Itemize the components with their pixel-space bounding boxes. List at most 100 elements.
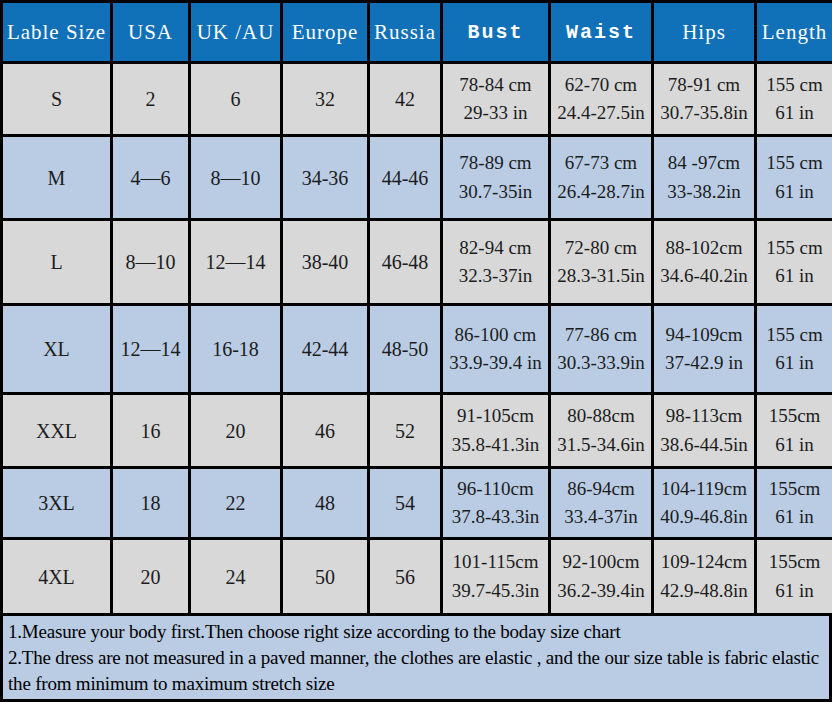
cell-line: 16-18	[191, 334, 280, 364]
table-row-l: L8—1012—1438-4046-4882-94 cm32.3-37in72-…	[2, 220, 832, 305]
cell-line: 40.9-46.8in	[654, 503, 754, 532]
cell-hips: 84 -97cm33-38.2in	[653, 136, 756, 220]
cell-line: 44-46	[370, 163, 440, 193]
cell-line: 24.4-27.5in	[551, 99, 651, 128]
cell-length: 155 cm61 in	[756, 305, 832, 394]
cell-russia: 44-46	[369, 136, 442, 220]
cell-line: 86-94cm	[551, 475, 651, 504]
cell-line: 30.3-33.9in	[551, 349, 651, 378]
cell-line: 84 -97cm	[654, 149, 754, 178]
cell-waist: 80-88cm31.5-34.6in	[550, 394, 653, 468]
cell-uk-au: 16-18	[190, 305, 282, 394]
cell-line: 155cm	[757, 548, 832, 577]
cell-bust: 78-84 cm29-33 in	[442, 63, 550, 136]
cell-line: 30.7-35in	[443, 178, 548, 207]
cell-hips: 88-102cm34.6-40.2in	[653, 220, 756, 305]
cell-line: 155 cm	[757, 234, 832, 263]
column-header-length: Length	[756, 2, 832, 63]
cell-waist: 72-80 cm28.3-31.5in	[550, 220, 653, 305]
cell-usa: 2	[112, 63, 190, 136]
cell-length: 155 cm61 in	[756, 63, 832, 136]
cell-uk-au: 20	[190, 394, 282, 468]
cell-europe: 38-40	[282, 220, 369, 305]
cell-line: S	[3, 84, 110, 114]
cell-line: 42.9-48.8in	[654, 577, 754, 606]
cell-line: 54	[370, 488, 440, 518]
cell-russia: 42	[369, 63, 442, 136]
cell-line: 33.4-37in	[551, 503, 651, 532]
cell-line: 98-113cm	[654, 402, 754, 431]
cell-line: 61 in	[757, 178, 832, 207]
cell-length: 155cm61 in	[756, 468, 832, 539]
cell-europe: 34-36	[282, 136, 369, 220]
cell-line: 34-36	[283, 163, 367, 193]
cell-europe: 32	[282, 63, 369, 136]
cell-line: 78-89 cm	[443, 149, 548, 178]
cell-line: 94-109cm	[654, 321, 754, 350]
cell-line: 42-44	[283, 334, 367, 364]
table-row-xl: XL12—1416-1842-4448-5086-100 cm33.9-39.4…	[2, 305, 832, 394]
note-line-1: 1.Measure your body first.Then choose ri…	[8, 619, 824, 645]
cell-line: 12—14	[191, 247, 280, 277]
cell-hips: 109-124cm42.9-48.8in	[653, 539, 756, 615]
column-header-russia: Russia	[369, 2, 442, 63]
cell-line: XL	[3, 334, 110, 364]
cell-uk-au: 24	[190, 539, 282, 615]
cell-line: 38.6-44.5in	[654, 431, 754, 460]
cell-waist: 62-70 cm24.4-27.5in	[550, 63, 653, 136]
cell-line: 32.3-37in	[443, 262, 548, 291]
cell-russia: 52	[369, 394, 442, 468]
cell-line: 24	[191, 562, 280, 592]
cell-line: 82-94 cm	[443, 234, 548, 263]
cell-bust: 96-110cm37.8-43.3in	[442, 468, 550, 539]
table-row-4xl: 4XL20245056101-115cm39.7-45.3in92-100cm3…	[2, 539, 832, 615]
cell-line: 46-48	[370, 247, 440, 277]
cell-line: 72-80 cm	[551, 234, 651, 263]
size-chart: Lable SizeUSAUK /AUEuropeRussiaBustWaist…	[0, 0, 832, 702]
cell-line: 16	[113, 416, 188, 446]
cell-line: 37-42.9 in	[654, 349, 754, 378]
cell-line: 3XL	[3, 488, 110, 518]
cell-line: 104-119cm	[654, 475, 754, 504]
cell-line: 61 in	[757, 99, 832, 128]
cell-line: 28.3-31.5in	[551, 262, 651, 291]
cell-line: XXL	[3, 416, 110, 446]
cell-line: 78-91 cm	[654, 71, 754, 100]
cell-line: 155cm	[757, 475, 832, 504]
cell-bust: 86-100 cm33.9-39.4 in	[442, 305, 550, 394]
cell-line: 18	[113, 488, 188, 518]
column-header-lable-size: Lable Size	[2, 2, 112, 63]
cell-line: 77-86 cm	[551, 321, 651, 350]
cell-line: 36.2-39.4in	[551, 577, 651, 606]
cell-line: 61 in	[757, 262, 832, 291]
cell-hips: 78-91 cm30.7-35.8in	[653, 63, 756, 136]
cell-hips: 94-109cm37-42.9 in	[653, 305, 756, 394]
cell-line: 6	[191, 84, 280, 114]
cell-line: M	[3, 163, 110, 193]
cell-europe: 46	[282, 394, 369, 468]
cell-line: 101-115cm	[443, 548, 548, 577]
cell-line: 22	[191, 488, 280, 518]
cell-line: 37.8-43.3in	[443, 503, 548, 532]
cell-line: 48	[283, 488, 367, 518]
table-row-3xl: 3XL1822485496-110cm37.8-43.3in86-94cm33.…	[2, 468, 832, 539]
cell-usa: 8—10	[112, 220, 190, 305]
cell-line: 46	[283, 416, 367, 446]
cell-line: 88-102cm	[654, 234, 754, 263]
cell-line: 42	[370, 84, 440, 114]
column-header-europe: Europe	[282, 2, 369, 63]
cell-waist: 92-100cm36.2-39.4in	[550, 539, 653, 615]
cell-line: 34.6-40.2in	[654, 262, 754, 291]
cell-line: 33.9-39.4 in	[443, 349, 548, 378]
cell-length: 155cm61 in	[756, 394, 832, 468]
cell-bust: 78-89 cm30.7-35in	[442, 136, 550, 220]
cell-hips: 104-119cm40.9-46.8in	[653, 468, 756, 539]
cell-line: 48-50	[370, 334, 440, 364]
cell-lable-size: L	[2, 220, 112, 305]
cell-uk-au: 12—14	[190, 220, 282, 305]
table-row-xxl: XXL1620465291-105cm35.8-41.3in80-88cm31.…	[2, 394, 832, 468]
cell-bust: 101-115cm39.7-45.3in	[442, 539, 550, 615]
cell-line: 155 cm	[757, 321, 832, 350]
cell-line: 20	[113, 562, 188, 592]
cell-waist: 86-94cm33.4-37in	[550, 468, 653, 539]
